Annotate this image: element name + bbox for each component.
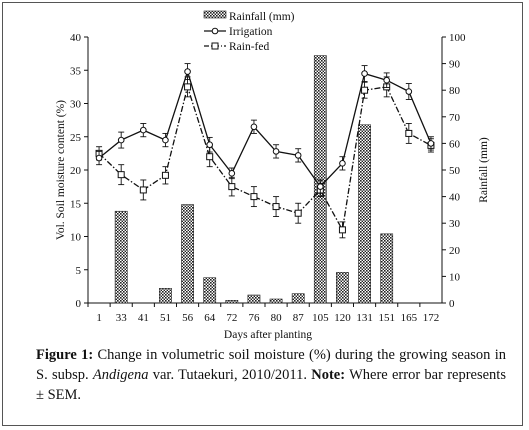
x-tick-label: 165 [401,312,418,324]
rainfed-point [161,171,169,179]
irrigation-point [117,136,125,144]
legend-irrigation-label: Irrigation [229,26,273,38]
rainfall-bar [247,294,261,304]
legend: Rainfall (mm) Irrigation Rain-fed [203,10,295,53]
y-left-tick-label: 25 [70,132,82,144]
y-right-axis-label: Rainfall (mm) [478,137,490,203]
y-left-tick-label: 5 [76,265,82,277]
y-left-tick-label: 15 [70,198,82,210]
rainfall-bar [114,210,128,304]
y-right-tick-label: 80 [449,85,461,97]
y-left-tick-label: 0 [76,298,82,310]
x-tick-label: 33 [116,312,128,324]
x-tick-label: 151 [378,312,395,324]
caption-species: Andigena [92,367,149,383]
irrigation-point [427,140,435,147]
legend-irrigation-marker [211,27,219,35]
figure-frame [2,2,523,426]
legend-rainfed-marker [211,42,219,50]
rainfall-bar [269,298,283,304]
irrigation-line [98,69,432,188]
y-right-tick-label: 0 [449,298,455,310]
y-right-tick-label: 40 [449,192,461,204]
x-tick-label: 172 [423,312,440,324]
irrigation-point [228,170,236,177]
legend-rainfall-label: Rainfall (mm) [229,11,295,23]
rainfed-line [98,84,432,232]
irrigation-point [361,70,368,77]
y-right-tick-label: 30 [449,218,461,230]
rainfall-bar [313,55,327,304]
irrigation-point [206,141,213,149]
irrigation-point [184,68,191,75]
legend-rainfed-label: Rain-fed [229,41,269,53]
rainfed-point [250,193,258,201]
rainfed-point [405,129,413,137]
rainfall-bar [358,124,371,304]
y-left-tick-label: 35 [70,65,82,77]
rainfed-point [294,209,302,217]
rainfed-point [184,83,192,91]
rainfed-point [361,86,369,94]
irrigation-point [294,152,302,159]
irrigation-point [317,183,324,190]
irrigation-point [405,88,413,95]
rainfall-bar [336,272,349,304]
rainfall-bar [159,288,172,304]
rainfall-bar [181,204,194,304]
x-axis-label: Days after planting [224,329,312,341]
x-tick-label: 105 [312,312,329,324]
caption-text-2: var. Tutaekuri, 2010/2011. [148,367,312,383]
y-left-axis-label: Vol. Soil moisture content (%) [55,100,67,240]
x-tick-label: 51 [160,312,171,324]
rainfed-point [117,171,125,179]
rainfall-bar [225,300,239,304]
x-tick-label: 64 [204,312,216,324]
caption-text-1: Change in volumetric soil moisture (%) d… [36,347,507,383]
y-left-tick-label: 20 [70,165,82,177]
y-left-tick-label: 10 [70,232,82,244]
x-tick-label: 80 [271,312,283,324]
rainfed-point [228,183,236,191]
rainfed-point [206,153,214,161]
irrigation-point [383,76,390,84]
y-right-tick-label: 20 [449,245,461,257]
irrigation-point [250,123,258,131]
caption-note-text: Where error bar represents ± SEM. [36,367,506,403]
irrigation-point [272,148,280,155]
figure-caption: Figure 1: Change in volumetric soil mois… [36,345,506,405]
y-right-tick-label: 100 [449,32,466,44]
y-right-tick-label: 50 [449,165,461,177]
legend-rainfall-swatch [203,10,227,19]
caption-label: Figure 1: [36,347,94,363]
irrigation-point [140,126,147,134]
rainfed-point [139,186,147,194]
x-tick-label: 76 [248,312,260,324]
rainfed-point [272,203,280,211]
rainfall-bar [291,293,305,304]
y-left-tick-label: 40 [70,32,82,44]
x-tick-label: 56 [182,312,194,324]
caption-note-label: Note: [311,367,346,383]
y-right-tick-label: 10 [449,271,461,283]
rainfed-point [338,226,346,234]
x-tick-label: 131 [356,312,373,324]
y-right-tick-label: 90 [449,59,461,71]
irrigation-point [339,160,346,167]
x-tick-label: 1 [96,312,102,324]
y-left-tick-label: 30 [70,99,82,111]
x-tick-label: 72 [226,312,237,324]
rainfall-bar [380,233,394,304]
y-right-tick-label: 70 [449,112,461,124]
irrigation-point [95,154,103,162]
x-tick-label: 120 [334,312,351,324]
rainfall-bar [203,277,217,304]
x-tick-label: 87 [293,312,305,324]
irrigation-point [162,136,169,144]
x-tick-label: 41 [138,312,149,324]
y-right-tick-label: 60 [449,138,461,150]
